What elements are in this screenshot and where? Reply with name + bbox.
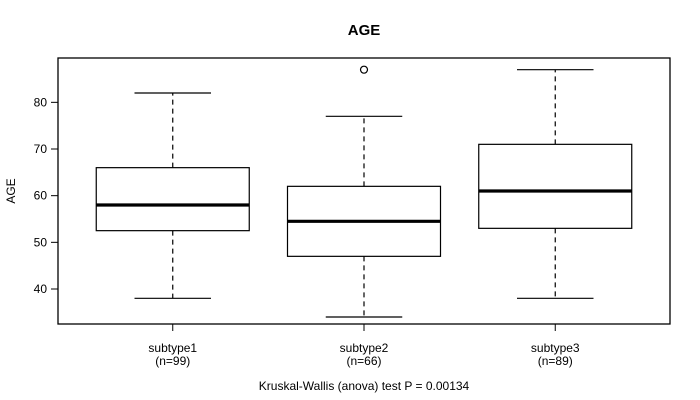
category-sublabel: (n=89) xyxy=(538,354,573,368)
iqr-box xyxy=(95,167,250,232)
stat-test-caption: Kruskal-Wallis (anova) test P = 0.00134 xyxy=(258,379,470,393)
category-label: subtype3 xyxy=(531,341,580,355)
outlier-point xyxy=(359,65,369,74)
y-tick-label: 40 xyxy=(34,282,48,296)
category-sublabel: (n=99) xyxy=(155,354,190,368)
y-tick-label: 70 xyxy=(34,142,48,156)
y-tick-label: 60 xyxy=(34,189,48,203)
category-sublabel: (n=66) xyxy=(346,354,381,368)
category-label: subtype2 xyxy=(340,341,389,355)
iqr-box xyxy=(478,143,633,229)
category-label: subtype1 xyxy=(148,341,197,355)
y-axis-title: AGE xyxy=(4,178,18,204)
chart-title: AGE xyxy=(347,22,381,39)
y-tick-label: 80 xyxy=(34,95,48,109)
y-tick-label: 50 xyxy=(34,235,48,249)
plot-frame xyxy=(57,57,671,325)
